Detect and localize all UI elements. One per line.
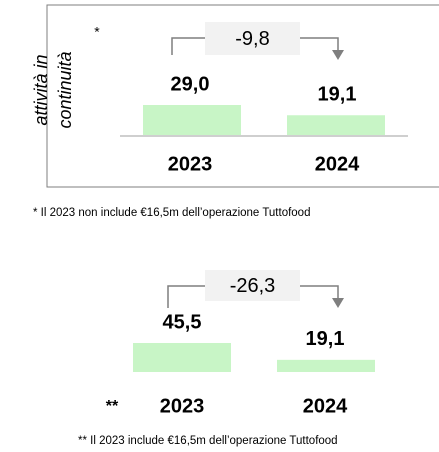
bracket — [300, 37, 339, 52]
value-label: 19,1 — [318, 84, 357, 106]
bracket — [171, 37, 205, 55]
value-label: 45,5 — [163, 311, 202, 333]
arrow-head — [332, 50, 344, 60]
annotation-box — [205, 270, 300, 301]
value-label: 19,1 — [306, 328, 345, 350]
annotation: -26,3 — [230, 275, 276, 297]
bar — [277, 359, 375, 372]
frame — [46, 4, 439, 188]
category-label: 2024 — [303, 395, 348, 417]
bracket — [167, 285, 205, 308]
y-label: continuità — [55, 51, 75, 128]
bar — [143, 105, 241, 135]
footnote: ** Il 2023 include €16,5m dell’operazion… — [78, 435, 338, 447]
marker: * — [94, 24, 100, 40]
category-label: 2023 — [160, 395, 205, 417]
footnote: * Il 2023 non include €16,5m dell’operaz… — [33, 207, 310, 219]
arrow-head — [332, 298, 344, 308]
y-label: attività in — [31, 54, 51, 125]
bracket — [300, 285, 339, 300]
annotation-box — [205, 22, 300, 55]
category-label: 2023 — [168, 153, 213, 175]
marker: ** — [106, 398, 119, 415]
bar — [133, 343, 231, 372]
annotation: -9,8 — [235, 28, 269, 50]
value-label: 29,0 — [171, 73, 210, 95]
category-label: 2024 — [315, 153, 360, 175]
bar — [287, 115, 385, 135]
